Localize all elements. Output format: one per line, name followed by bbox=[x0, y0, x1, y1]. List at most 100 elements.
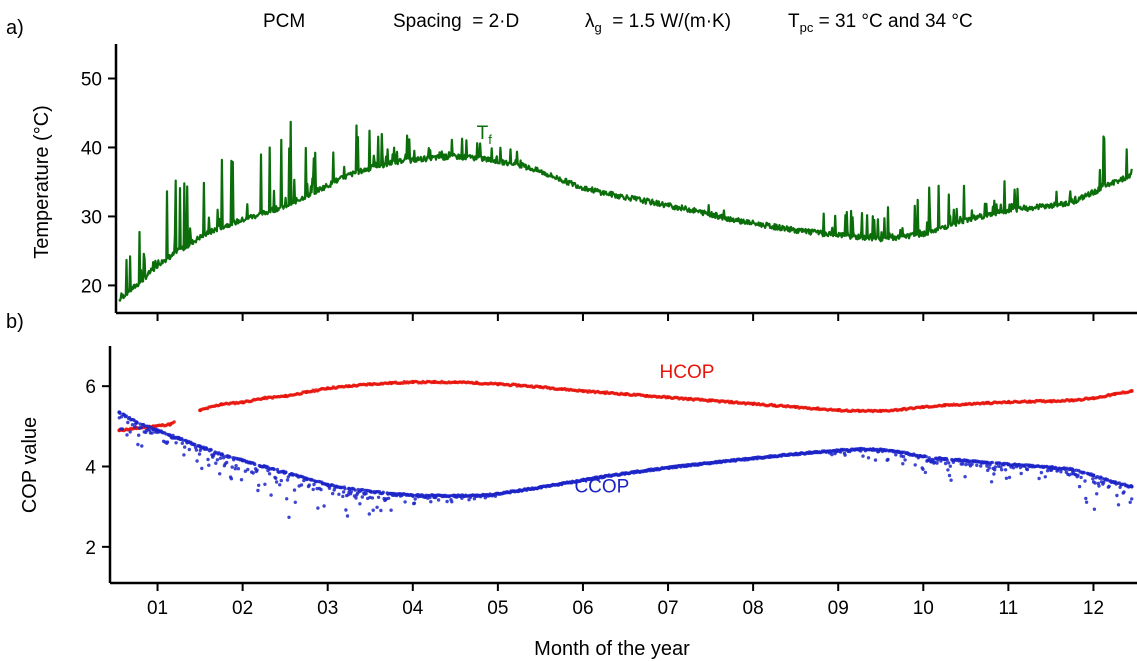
ccop-dot bbox=[901, 462, 905, 466]
ccop-dot bbox=[183, 445, 187, 449]
ccop-dot bbox=[1115, 493, 1119, 498]
ccop-dot bbox=[193, 442, 197, 447]
ccop-dot bbox=[472, 497, 477, 501]
ccop-dot bbox=[411, 494, 415, 498]
ccop-dot bbox=[375, 505, 379, 509]
ccop-series bbox=[117, 410, 1134, 519]
header-spacing: Spacing = 2·D bbox=[393, 11, 519, 32]
ccop-dot bbox=[234, 464, 238, 468]
ccop-dot bbox=[150, 431, 154, 435]
ccop-dot bbox=[866, 456, 871, 460]
panel-b-xtick-label-1: 02 bbox=[232, 598, 253, 619]
ccop-dot bbox=[337, 492, 341, 496]
ccop-dot bbox=[225, 460, 229, 465]
ccop-dot bbox=[1130, 497, 1134, 501]
ccop-dot bbox=[331, 491, 335, 496]
ccop-dot bbox=[949, 478, 953, 482]
ccop-dot bbox=[989, 480, 994, 484]
ccop-dot bbox=[343, 487, 347, 491]
ccop-dot bbox=[948, 464, 952, 468]
panel-b-xtick-label-4: 05 bbox=[487, 598, 508, 619]
ccop-dot bbox=[246, 467, 250, 472]
ccop-dot bbox=[207, 463, 211, 467]
ccop-dot bbox=[1045, 469, 1050, 473]
ccop-dot bbox=[299, 483, 304, 487]
ccop-dot bbox=[174, 441, 178, 445]
ccop-dot bbox=[935, 461, 939, 465]
ccop-dot bbox=[985, 464, 989, 468]
ccop-dot bbox=[1004, 476, 1009, 480]
ccop-dot bbox=[993, 465, 998, 469]
ccop-dot bbox=[1084, 500, 1089, 504]
header-tpc: Tpc = 31 °C and 34 °C bbox=[788, 11, 973, 35]
ccop-dot bbox=[970, 462, 974, 466]
ccop-dot bbox=[1097, 484, 1101, 488]
ccop-dot bbox=[1102, 480, 1106, 485]
ccop-dot bbox=[316, 506, 320, 510]
ccop-dot bbox=[1129, 484, 1133, 488]
ccop-dot bbox=[923, 470, 928, 475]
ccop-dot bbox=[428, 495, 432, 500]
ccop-dot bbox=[947, 461, 951, 465]
ccop-dot bbox=[1076, 473, 1080, 477]
panel-b-xtick-label-2: 03 bbox=[317, 598, 338, 619]
ccop-dot bbox=[140, 444, 144, 448]
ccop-dot bbox=[413, 497, 417, 501]
ccop-dot bbox=[322, 504, 326, 508]
ccop-dot bbox=[256, 488, 260, 493]
ccop-dot bbox=[233, 467, 237, 471]
ccop-dot bbox=[990, 460, 994, 465]
ccop-dot bbox=[924, 454, 928, 459]
ccop-dot bbox=[214, 461, 218, 465]
ccop-dot bbox=[1019, 471, 1023, 476]
hcop-dot bbox=[172, 420, 176, 424]
ccop-dot bbox=[1011, 466, 1016, 470]
ccop-dot bbox=[128, 430, 132, 434]
hcop-series bbox=[117, 379, 1134, 433]
tf-main: T bbox=[477, 123, 489, 144]
ccop-dot bbox=[267, 472, 272, 476]
ccop-dot bbox=[999, 465, 1003, 469]
ccop-dot bbox=[913, 463, 917, 467]
panel-a-y-axis-title: Temperature (°C) bbox=[31, 105, 53, 259]
ccop-dot bbox=[253, 462, 257, 467]
ccop-dot bbox=[389, 508, 393, 512]
ccop-dot bbox=[255, 468, 259, 472]
tpc-value: = 31 °C and 34 °C bbox=[813, 11, 972, 32]
ccop-dot bbox=[964, 462, 968, 467]
panel-b-ytick-label-2: 6 bbox=[85, 377, 96, 398]
ccop-dot bbox=[341, 490, 346, 494]
ccop-dot bbox=[1093, 481, 1097, 485]
ccop-dot bbox=[243, 469, 248, 473]
ccop-dot bbox=[1043, 475, 1048, 479]
ccop-dot bbox=[307, 483, 311, 487]
ccop-dot bbox=[228, 455, 232, 459]
tf-annotation: Tf bbox=[477, 123, 493, 147]
ccop-dot bbox=[387, 496, 391, 500]
panel-a-ytick-label-1: 30 bbox=[81, 207, 102, 228]
ccop-dot bbox=[381, 490, 385, 494]
ccop-dot bbox=[200, 466, 204, 471]
ccop-dot bbox=[364, 491, 368, 496]
tf-series-line bbox=[118, 120, 1133, 302]
ccop-dot bbox=[992, 472, 996, 476]
panel-b-cop: COP value 2 4 6 01 02 03 04 05 06 07 08 09 10 11 12 H… bbox=[19, 346, 1137, 619]
ccop-dot bbox=[861, 454, 865, 458]
tpc-symbol: T bbox=[788, 11, 800, 32]
ccop-dot bbox=[118, 411, 122, 415]
ccop-dot bbox=[358, 502, 362, 506]
ccop-dot bbox=[292, 488, 297, 492]
ccop-dot bbox=[182, 453, 186, 457]
header-lambda: λg = 1.5 W/(m·K) bbox=[585, 11, 731, 35]
ccop-dot bbox=[287, 515, 291, 519]
ccop-dot bbox=[1083, 479, 1087, 483]
ccop-dot bbox=[1092, 507, 1097, 511]
panel-b-xtick-label-9: 10 bbox=[913, 598, 934, 619]
ccop-dot bbox=[269, 493, 273, 497]
ccop-dot bbox=[493, 494, 498, 498]
ccop-dot bbox=[120, 427, 125, 431]
ccop-dot bbox=[209, 448, 213, 452]
ccop-dot bbox=[236, 467, 241, 471]
panel-a-ytick-label-2: 40 bbox=[81, 138, 102, 159]
ccop-dot bbox=[251, 471, 255, 475]
